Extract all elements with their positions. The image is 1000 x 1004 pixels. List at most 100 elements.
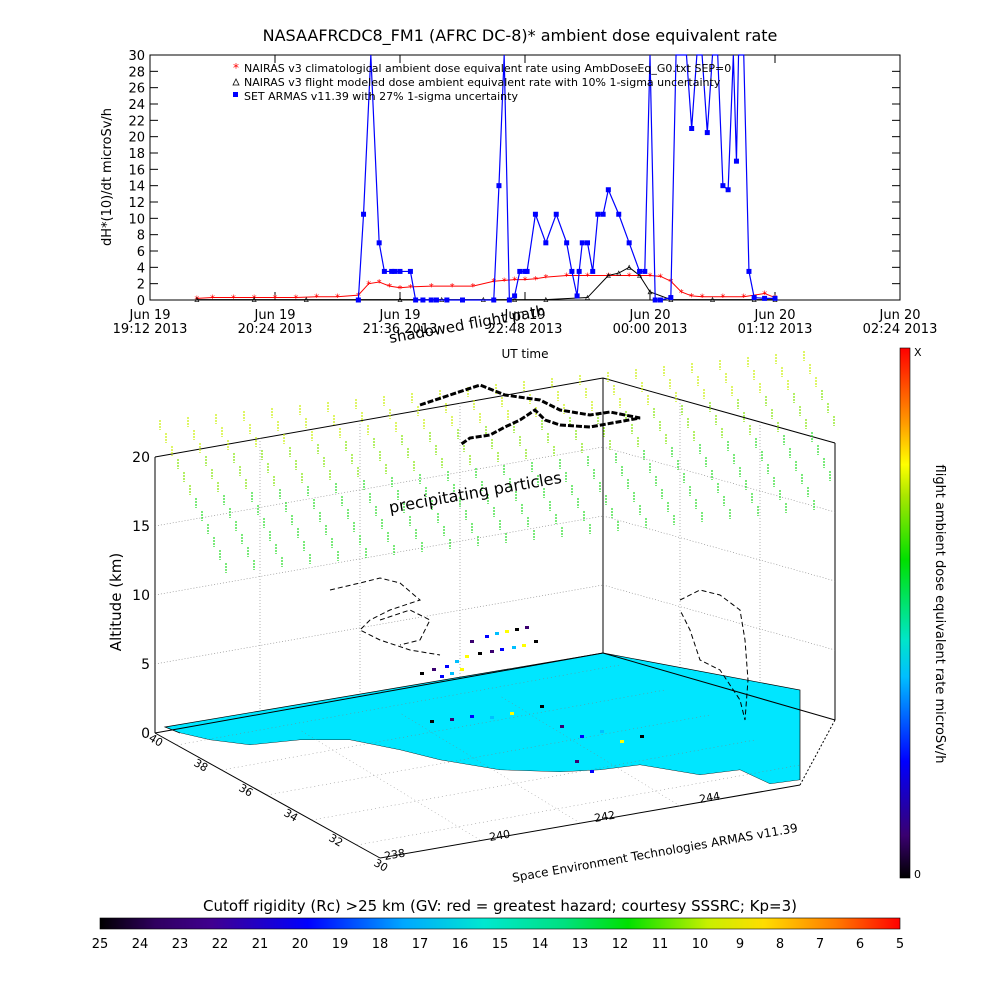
nairas-clim-point: * bbox=[543, 273, 548, 284]
nairas-clim-point: * bbox=[398, 284, 403, 295]
y-tick-label: 8 bbox=[137, 229, 145, 244]
flight-path bbox=[419, 383, 641, 447]
armas-point bbox=[585, 240, 590, 246]
x-tick-label-time: 02:24 2013 bbox=[863, 322, 938, 337]
nairas-clim-point: * bbox=[648, 272, 653, 283]
rigidity-tick-label: 12 bbox=[612, 937, 629, 952]
nairas-clim-point: * bbox=[387, 282, 392, 293]
x-tick-label-date: Jun 20 bbox=[879, 308, 921, 323]
altitude-ticks: 0 5 10 15 20 bbox=[132, 450, 150, 742]
armas-point bbox=[553, 211, 559, 217]
y-tick-label: 26 bbox=[128, 82, 145, 97]
dose-point bbox=[522, 644, 526, 647]
armas-point bbox=[637, 268, 643, 274]
longitude-tick-label: 244 bbox=[698, 790, 721, 806]
dose-point bbox=[600, 730, 604, 733]
dose-point bbox=[490, 716, 494, 719]
rigidity-tick-label: 15 bbox=[492, 937, 509, 952]
armas-point bbox=[517, 268, 523, 274]
dose-point bbox=[560, 725, 564, 728]
rigidity-tick-label: 9 bbox=[736, 937, 744, 952]
latitude-tick-label: 32 bbox=[327, 831, 346, 849]
armas-point bbox=[772, 295, 778, 301]
armas-point bbox=[491, 297, 497, 303]
nairas-clim-point: * bbox=[502, 276, 507, 287]
armas-point bbox=[428, 297, 434, 303]
nairas-clim-point: * bbox=[252, 294, 257, 305]
nairas-clim-point: * bbox=[366, 280, 371, 291]
nairas-flight-point bbox=[637, 272, 643, 278]
armas-point bbox=[642, 268, 648, 274]
altitude-tick-label: 5 bbox=[141, 657, 150, 673]
nairas-clim-point: * bbox=[564, 272, 569, 283]
dose-point bbox=[455, 660, 459, 663]
armas-point bbox=[361, 211, 367, 217]
y-tick-label: 10 bbox=[128, 212, 145, 227]
nairas-flight-point bbox=[585, 294, 590, 300]
armas-point bbox=[574, 293, 580, 299]
armas-point bbox=[407, 268, 413, 274]
nairas-clim-point: * bbox=[408, 283, 413, 294]
y-tick-label: 24 bbox=[128, 98, 145, 113]
nairas-clim-point: * bbox=[627, 272, 632, 283]
armas-point bbox=[413, 297, 419, 303]
dose-colorbar-gradient bbox=[899, 347, 911, 879]
nairas-clim-point: * bbox=[314, 293, 319, 304]
armas-point bbox=[444, 297, 450, 303]
x-tick-label-date: Jun 19 bbox=[129, 308, 171, 323]
latitude-tick-label: 36 bbox=[237, 781, 256, 799]
nairas-clim-point: * bbox=[210, 294, 215, 305]
armas-point bbox=[689, 126, 695, 131]
x-tick-label-time: 01:12 2013 bbox=[738, 322, 813, 337]
legend-entry-1: NAIRAS v3 climatological ambient dose eq… bbox=[244, 62, 731, 75]
dose-point bbox=[590, 770, 594, 773]
dose-point bbox=[510, 712, 514, 715]
rigidity-tick-label: 17 bbox=[412, 937, 429, 952]
nairas-clim-point: * bbox=[762, 289, 767, 300]
nairas-flight-point bbox=[605, 272, 611, 278]
chart-series: ************************************* bbox=[194, 54, 778, 305]
map-grid bbox=[154, 400, 836, 714]
dose-point bbox=[465, 655, 469, 658]
nairas-flight-point bbox=[616, 270, 622, 276]
armas-point bbox=[704, 130, 710, 136]
dose-point bbox=[460, 668, 464, 671]
nairas-flight-point bbox=[512, 296, 518, 302]
nairas-clim-point: * bbox=[335, 293, 340, 304]
armas-point bbox=[576, 268, 582, 274]
armas-point bbox=[600, 211, 606, 217]
y-tick-label: 22 bbox=[128, 114, 145, 129]
longitude-ticks: 238 240 242 244 bbox=[383, 790, 721, 863]
dose-point bbox=[495, 632, 499, 635]
dose-point bbox=[525, 626, 529, 629]
dose-point bbox=[575, 760, 579, 763]
altitude-tick-label: 10 bbox=[132, 588, 150, 604]
nairas-clim-point: * bbox=[429, 282, 434, 293]
y-tick-label: 6 bbox=[137, 245, 145, 260]
dose-point bbox=[500, 648, 504, 651]
armas-point bbox=[433, 297, 439, 303]
dose-point bbox=[640, 735, 644, 738]
nairas-clim-point: * bbox=[377, 278, 382, 289]
armas-point bbox=[626, 240, 632, 246]
nairas-clim-point: * bbox=[512, 276, 517, 287]
armas-point bbox=[564, 240, 570, 246]
x-tick-label-date: Jun 19 bbox=[504, 308, 546, 323]
dose-point bbox=[432, 668, 436, 671]
armas-point bbox=[397, 268, 403, 274]
armas-point bbox=[605, 187, 611, 193]
armas-point bbox=[652, 297, 658, 303]
altitude-axis-label: Altitude (km) bbox=[107, 553, 125, 651]
nairas-flight-point bbox=[710, 296, 715, 302]
map-credit: Space Environment Technologies ARMAS v11… bbox=[511, 821, 799, 885]
armas-point bbox=[512, 293, 518, 299]
dose-point bbox=[430, 720, 434, 723]
rigidity-tick-label: 8 bbox=[776, 937, 784, 952]
x-tick-label-time: 20:24 2013 bbox=[238, 322, 313, 337]
altitude-tick-label: 20 bbox=[132, 450, 150, 466]
armas-point bbox=[420, 297, 426, 303]
dose-point bbox=[450, 672, 454, 675]
